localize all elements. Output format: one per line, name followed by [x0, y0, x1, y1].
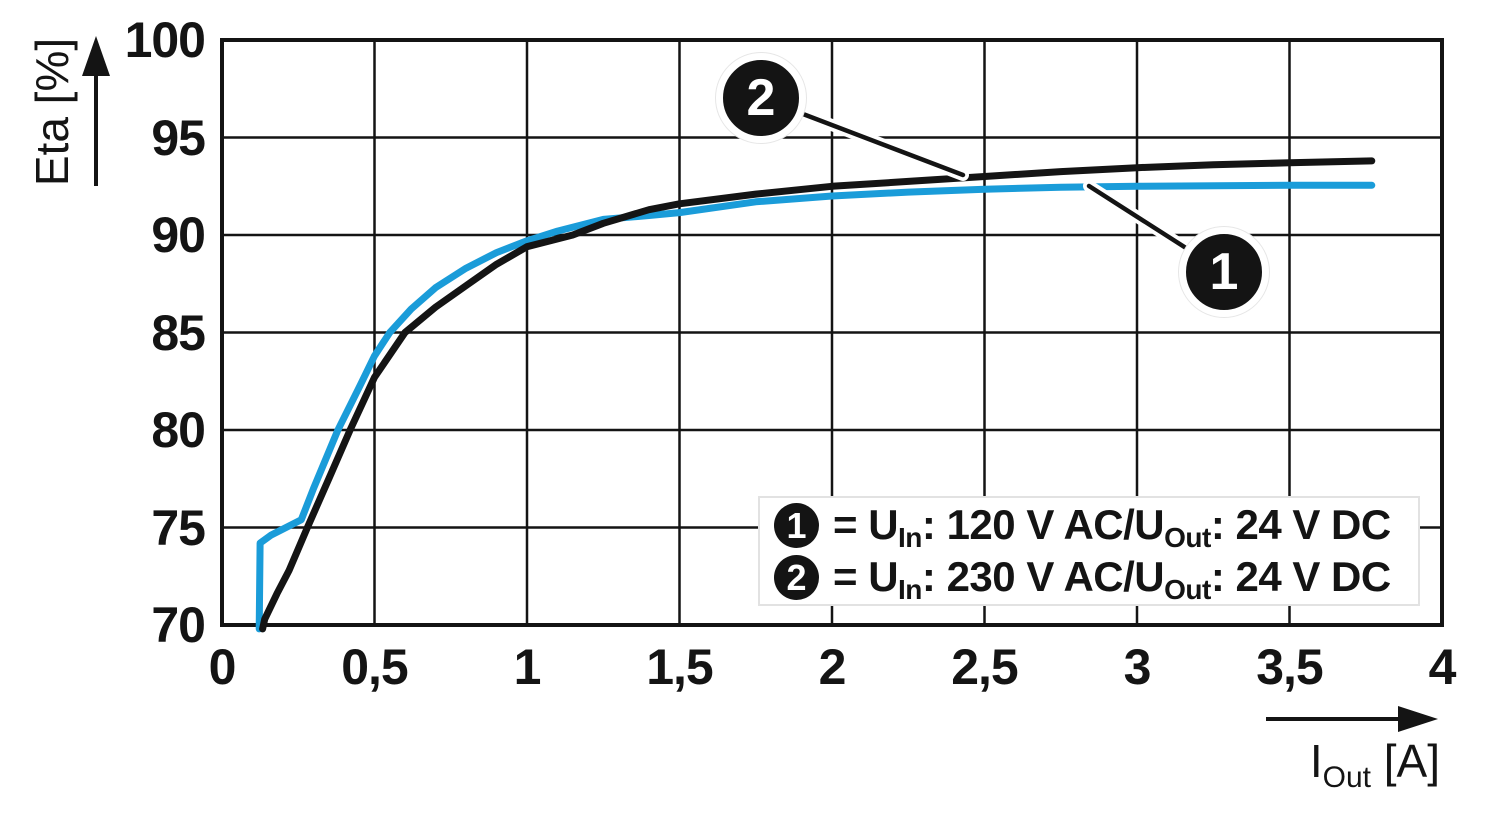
series-curve-1: [255, 181, 1376, 633]
legend-marker-1: 1: [774, 502, 819, 548]
series-curve-2: [259, 157, 1376, 633]
y-axis-arrow-icon: [82, 36, 110, 76]
legend-1-part: : 24 V DC: [1210, 501, 1391, 548]
y-tick-label: 75: [151, 499, 206, 556]
legend-2-part: : 24 V DC: [1210, 553, 1391, 600]
legend-2-part: = U: [833, 553, 899, 600]
callout-2-number: 2: [746, 69, 776, 127]
y-tick-label: 85: [151, 304, 206, 361]
x-tick-label: 0: [208, 639, 237, 695]
legend-2-sub-out: Out: [1164, 574, 1211, 605]
y-tick-label: 100: [124, 12, 206, 68]
legend-1-part: : 120 V AC/U: [921, 501, 1165, 548]
x-tick-label: 1,5: [646, 639, 714, 695]
x-axis-label: IOut [A]: [1100, 734, 1440, 793]
callout-curve-1: 1: [1179, 227, 1269, 317]
legend-1-sub-in: In: [898, 522, 922, 553]
x-tick-label: 2: [818, 639, 847, 695]
legend-text-2: = UIn: 230 V AC/UOut: 24 V DC: [833, 553, 1391, 604]
legend-row-1: 1 = UIn: 120 V AC/UOut: 24 V DC: [774, 501, 1418, 552]
x-tick-label: 2,5: [951, 639, 1019, 695]
y-axis-arrow-line: [94, 70, 98, 186]
x-tick-label: 3,5: [1256, 639, 1324, 695]
y-tick-label: 80: [151, 402, 206, 458]
legend-text-1: = UIn: 120 V AC/UOut: 24 V DC: [833, 501, 1391, 552]
x-axis-arrow-icon: [1398, 706, 1438, 732]
legend: 1 = UIn: 120 V AC/UOut: 24 V DC 2 = UIn:…: [758, 496, 1420, 606]
leader-line-2: [800, 111, 966, 178]
x-tick-label: 3: [1123, 639, 1152, 695]
legend-2-part: : 230 V AC/U: [921, 553, 1165, 600]
leader-line-1: [1086, 183, 1189, 251]
x-axis-label-unit: [A]: [1370, 735, 1440, 787]
y-tick-label: 90: [151, 207, 206, 263]
y-tick-label: 95: [151, 109, 206, 166]
legend-row-2: 2 = UIn: 230 V AC/UOut: 24 V DC: [774, 553, 1418, 604]
x-axis-label-symbol: I: [1309, 735, 1323, 787]
x-axis-arrow-line: [1266, 717, 1402, 721]
callout-1-number: 1: [1209, 243, 1239, 301]
legend-marker-2: 2: [774, 554, 819, 600]
x-tick-label: 1: [513, 639, 542, 695]
x-axis-label-subscript: Out: [1322, 761, 1371, 794]
legend-1-sub-out: Out: [1164, 522, 1211, 553]
x-tick-label: 4: [1428, 639, 1457, 695]
legend-1-part: = U: [833, 501, 899, 548]
x-tick-label: 0,5: [341, 639, 409, 695]
plot-frame: [220, 38, 1444, 627]
callout-curve-2: 2: [716, 53, 806, 143]
legend-2-sub-in: In: [898, 574, 922, 605]
y-tick-label: 70: [151, 597, 206, 653]
